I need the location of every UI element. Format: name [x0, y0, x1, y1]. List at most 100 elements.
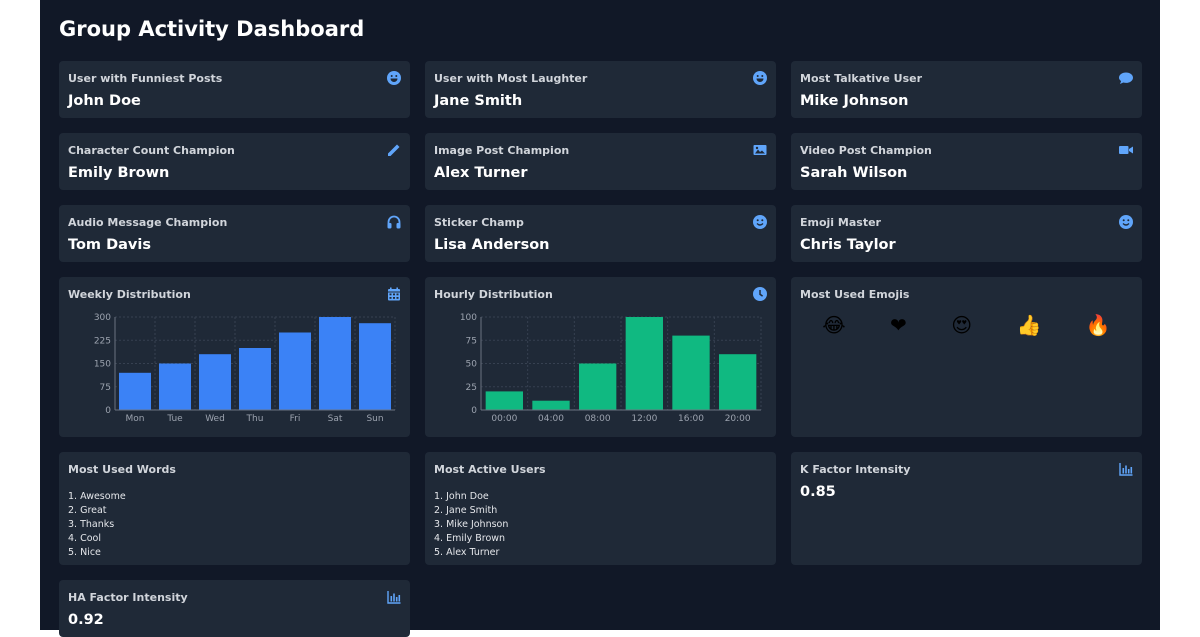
x-tick-label: 12:00	[631, 414, 657, 424]
emoji: 😂	[822, 313, 846, 337]
smile-icon	[753, 215, 767, 229]
hourly-chart: 0 25 50 75 100 00:00 04:00 08:00 12:00 16:00 20:00	[460, 313, 762, 424]
bar	[532, 400, 570, 410]
dashboard: Group Activity Dashboard User with Funni…	[40, 0, 1160, 637]
weekly-chart: 0 75 150 225 300 Mon Tue Wed Thu Fri Sat Sun	[94, 313, 396, 424]
stat-card: User with Most Laughter Jane Smith	[425, 61, 776, 118]
list-item: 4. Emily Brown	[434, 533, 506, 544]
video-icon	[1119, 146, 1133, 154]
bar	[719, 354, 757, 410]
stat-label: Character Count Champion	[68, 144, 235, 157]
laugh-icon	[387, 71, 401, 85]
bar	[319, 317, 351, 410]
bar-chart-icon	[387, 591, 401, 604]
stat-card: Character Count Champion Emily Brown	[59, 133, 410, 190]
x-tick-label: 08:00	[585, 414, 611, 424]
card-title: Weekly Distribution	[68, 288, 191, 301]
stat-value: Chris Taylor	[800, 237, 896, 253]
stat-card: Emoji Master Chris Taylor	[791, 205, 1142, 262]
bar	[672, 335, 710, 410]
y-tick-label: 100	[460, 313, 477, 323]
weekly-distribution-card: Weekly Distribution 0 75 150 225 300 Mon Tue Wed…	[59, 277, 410, 437]
list-item: 3. Thanks	[68, 519, 115, 530]
emoji: ❤	[890, 313, 907, 337]
bar	[485, 391, 523, 410]
x-tick-label: 16:00	[678, 414, 704, 424]
stat-value: Alex Turner	[434, 165, 528, 181]
stat-value: Sarah Wilson	[800, 165, 908, 181]
bar	[359, 323, 391, 410]
stat-value: Lisa Anderson	[434, 237, 550, 253]
list-item: 1. Awesome	[68, 491, 126, 502]
list-item: 3. Mike Johnson	[434, 519, 509, 530]
y-tick-label: 50	[466, 360, 478, 370]
bar-chart-icon	[1119, 463, 1133, 476]
hourly-distribution-card: Hourly Distribution 0 25 50 75 100 00:00 04:00 0…	[425, 277, 776, 437]
stat-value: John Doe	[68, 93, 141, 109]
stat-card: Video Post Champion Sarah Wilson	[791, 133, 1142, 190]
stat-label: Audio Message Champion	[68, 216, 228, 229]
most-active-users-card: Most Active Users 1. John Doe 2. Jane Smit…	[425, 452, 776, 565]
laugh-icon	[753, 71, 767, 85]
stat-card: Sticker Champ Lisa Anderson	[425, 205, 776, 262]
y-tick-label: 25	[466, 383, 477, 393]
card-title: Most Used Emojis	[800, 288, 910, 301]
bar	[625, 317, 663, 410]
stat-value: Tom Davis	[68, 237, 151, 253]
list-item: 2. Jane Smith	[434, 505, 498, 516]
bar	[579, 363, 617, 410]
x-tick-label: Mon	[126, 414, 145, 424]
list-item: 1. John Doe	[434, 491, 489, 502]
stat-value: Mike Johnson	[800, 93, 909, 109]
list-item: 4. Cool	[68, 533, 101, 544]
page-title: Group Activity Dashboard	[59, 17, 365, 41]
stat-label: Video Post Champion	[800, 144, 932, 157]
comment-icon	[1119, 72, 1133, 84]
x-tick-label: Thu	[246, 414, 264, 424]
x-tick-label: Sun	[366, 414, 383, 424]
bar	[159, 363, 191, 410]
x-tick-label: 00:00	[491, 414, 517, 424]
list-item: 2. Great	[68, 505, 107, 516]
list-item: 5. Alex Turner	[434, 547, 500, 558]
stat-card: Image Post Champion Alex Turner	[425, 133, 776, 190]
most-used-words-card: Most Used Words 1. Awesome 2. Great 3. Than…	[59, 452, 410, 565]
headphones-icon	[387, 215, 401, 229]
card-title: Most Used Words	[68, 463, 176, 476]
y-tick-label: 0	[105, 406, 111, 416]
clock-icon	[753, 287, 767, 301]
stat-label: Image Post Champion	[434, 144, 570, 157]
pencil-icon	[388, 144, 400, 156]
image-icon	[753, 145, 767, 155]
y-tick-label: 75	[466, 336, 477, 346]
stat-value: Emily Brown	[68, 165, 170, 181]
stat-card: Audio Message Champion Tom Davis	[59, 205, 410, 262]
bar	[279, 332, 311, 410]
y-tick-label: 225	[94, 336, 111, 346]
y-tick-label: 150	[94, 360, 111, 370]
x-tick-label: 20:00	[725, 414, 751, 424]
x-tick-label: Tue	[166, 414, 183, 424]
stat-label: Most Talkative User	[800, 72, 923, 85]
list-item: 5. Nice	[68, 547, 101, 558]
k-factor-card: K Factor Intensity 0.85	[791, 452, 1142, 565]
stat-label: User with Most Laughter	[434, 72, 588, 85]
stat-label: Sticker Champ	[434, 216, 524, 229]
x-tick-label: Wed	[205, 414, 225, 424]
emoji: 👍	[1016, 313, 1042, 337]
emojis-card: Most Used Emojis 😂 ❤ 😍 👍 🔥	[791, 277, 1142, 437]
stat-card: User with Funniest Posts John Doe	[59, 61, 410, 118]
y-tick-label: 75	[100, 383, 111, 393]
stat-label: User with Funniest Posts	[68, 72, 223, 85]
x-tick-label: Sat	[328, 414, 343, 424]
stat-card: Most Talkative User Mike Johnson	[791, 61, 1142, 118]
card-title: Hourly Distribution	[434, 288, 553, 301]
emoji: 🔥	[1085, 313, 1111, 337]
y-tick-label: 0	[471, 406, 477, 416]
emoji: 😍	[951, 313, 973, 337]
card-title: K Factor Intensity	[800, 463, 911, 476]
k-factor-value: 0.85	[800, 484, 836, 500]
stat-label: Emoji Master	[800, 216, 881, 229]
card-title: Most Active Users	[434, 463, 546, 476]
stat-value: Jane Smith	[434, 93, 523, 109]
